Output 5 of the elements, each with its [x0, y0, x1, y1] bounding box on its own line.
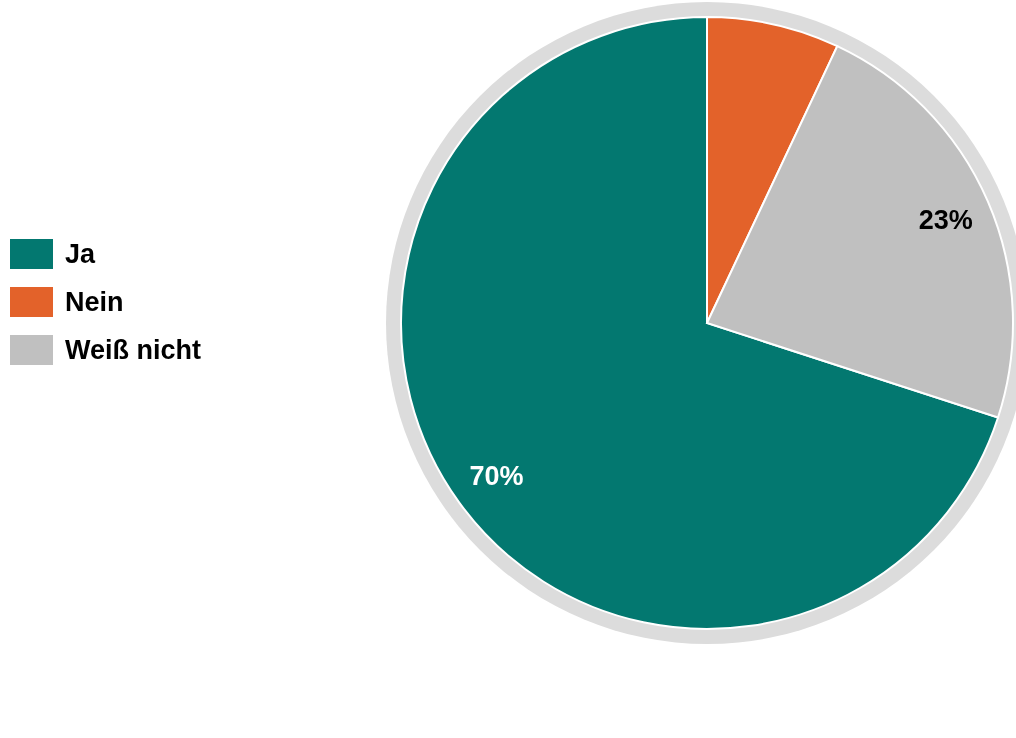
legend-label: Nein: [65, 287, 124, 317]
data-label: 23%: [918, 204, 973, 235]
legend-label: Weiß nicht: [65, 335, 202, 365]
legend-label: Ja: [65, 239, 97, 269]
data-label: 70%: [469, 460, 524, 491]
